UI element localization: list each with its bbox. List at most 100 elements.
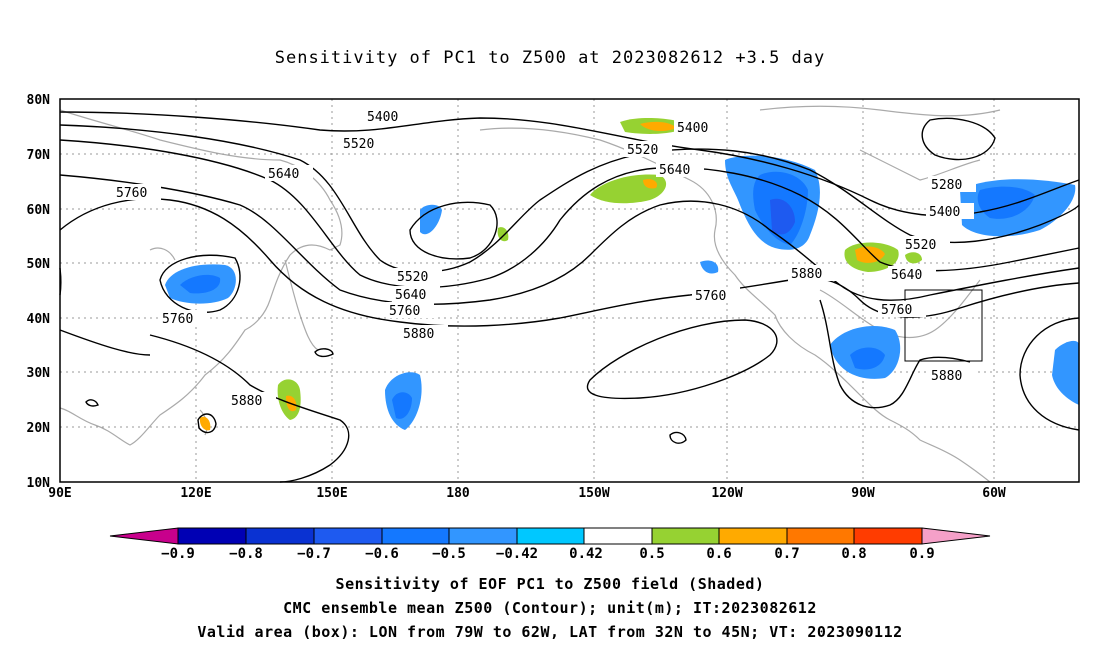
colorbar	[109, 527, 991, 545]
lon-label: 90E	[48, 486, 71, 501]
closed-contour	[159, 254, 241, 314]
lat-label: 40N	[27, 312, 51, 327]
contour-label: 5520	[627, 143, 658, 158]
colorbar-label: −0.6	[365, 546, 399, 562]
closed-contour	[197, 413, 217, 434]
colorbar-label: 0.42	[569, 546, 603, 562]
contour-label: 5520	[343, 137, 374, 152]
contour-line	[149, 334, 350, 483]
lat-label: 50N	[27, 257, 51, 272]
colorbar-bin	[786, 527, 855, 545]
lat-label: 10N	[27, 476, 51, 491]
colorbar-bin	[381, 527, 450, 545]
contour-label: 5640	[395, 288, 426, 303]
colorbar-label: −0.5	[432, 546, 466, 562]
lat-label: 30N	[27, 366, 51, 381]
contour-line	[819, 299, 971, 409]
colorbar-bin	[583, 527, 653, 545]
contour-label: 5880	[403, 327, 434, 342]
lon-label: 120E	[180, 486, 211, 501]
coast-detail	[149, 247, 176, 261]
lon-label: 150W	[578, 486, 609, 501]
arctic-islands	[759, 105, 1001, 117]
colorbar-label: 0.6	[706, 546, 731, 562]
closed-contour	[921, 117, 996, 161]
negative-patch	[700, 260, 719, 274]
lon-label: 90W	[851, 486, 875, 501]
latitude-labels: 80N 70N 60N 50N 40N 30N 20N 10N	[27, 93, 51, 491]
colorbar-bin	[853, 527, 923, 545]
contour-line	[1019, 317, 1080, 431]
positive-core	[640, 121, 676, 132]
lat-label: 80N	[27, 93, 51, 108]
contour-label: 5760	[881, 303, 912, 318]
contour-label: 5400	[677, 121, 708, 136]
caption-line-1: Sensitivity of EOF PC1 to Z500 field (Sh…	[335, 575, 765, 593]
asia-coast	[59, 109, 343, 446]
lat-label: 60N	[27, 203, 51, 218]
colorbar-bin	[245, 527, 315, 545]
lat-label: 20N	[27, 421, 51, 436]
contour-label: 5280	[931, 178, 962, 193]
valid-area-box	[904, 289, 983, 362]
colorbar-label: −0.42	[496, 546, 538, 562]
closed-contour	[314, 348, 334, 358]
colorbar-label: −0.8	[229, 546, 263, 562]
contour-label: 5880	[231, 394, 262, 409]
negative-core	[850, 347, 885, 370]
colorbar-labels: −0.9 −0.8 −0.7 −0.6 −0.5 −0.42 0.42 0.5 …	[161, 546, 935, 562]
lat-label: 70N	[27, 148, 51, 163]
graticule	[60, 99, 1079, 482]
lon-label: 180	[446, 486, 470, 501]
colorbar-bin	[448, 527, 518, 545]
contour-label: 5640	[659, 163, 690, 178]
colorbar-label: 0.5	[639, 546, 664, 562]
contour-label: 5520	[905, 238, 936, 253]
contour-line	[59, 174, 1080, 305]
colorbar-label: −0.7	[297, 546, 331, 562]
contour-label: 5400	[929, 205, 960, 220]
closed-contour	[669, 431, 687, 444]
east-coast	[819, 279, 981, 339]
contour-line	[59, 329, 151, 356]
japan-coast	[284, 259, 319, 351]
contour-label: 5880	[791, 267, 822, 282]
colorbar-bin	[313, 527, 383, 545]
colorbar-bin	[651, 527, 720, 545]
lon-label: 150E	[316, 486, 347, 501]
colorbar-label: 0.9	[909, 546, 934, 562]
negative-core	[770, 198, 795, 235]
negative-core	[977, 186, 1035, 219]
closed-contour	[409, 201, 498, 260]
positive-core	[643, 179, 658, 189]
colorbar-bin	[516, 527, 585, 545]
negative-patch	[420, 204, 442, 235]
contour-label: 5760	[389, 304, 420, 319]
contour-labels: 5400 5520 5640 5760 5280 5400 5520 5640 …	[113, 108, 976, 409]
negative-core	[392, 392, 412, 419]
contour-label: 5640	[268, 167, 299, 182]
map-border	[59, 98, 1080, 483]
trough-labels: 5520 5640	[392, 268, 442, 303]
colorbar-bin	[718, 527, 788, 545]
hudson-bay	[859, 149, 981, 181]
contour-label: 5760	[162, 312, 193, 327]
closed-contour	[85, 399, 99, 407]
contour-label: 5760	[695, 289, 726, 304]
colorbar-bin	[177, 527, 247, 545]
colorbar-label: −0.9	[161, 546, 195, 562]
contour-label: 5880	[931, 369, 962, 384]
contour-label: 5520	[397, 270, 428, 285]
negative-patch	[1052, 340, 1079, 405]
colorbar-label: 0.7	[774, 546, 799, 562]
longitude-labels: 90E 120E 150E 180 150W 120W 90W 60W	[48, 486, 1006, 501]
contour-label: 5760	[116, 186, 147, 201]
negative-core	[180, 274, 221, 294]
contour-label: 5640	[891, 268, 922, 283]
caption-line-3: Valid area (box): LON from 79W to 62W, L…	[197, 623, 903, 641]
contour-label: 5400	[367, 110, 398, 125]
map-title: Sensitivity of PC1 to Z500 at 2023082612…	[274, 48, 826, 68]
positive-patch	[199, 416, 211, 431]
sensitivity-shading	[165, 118, 1079, 431]
